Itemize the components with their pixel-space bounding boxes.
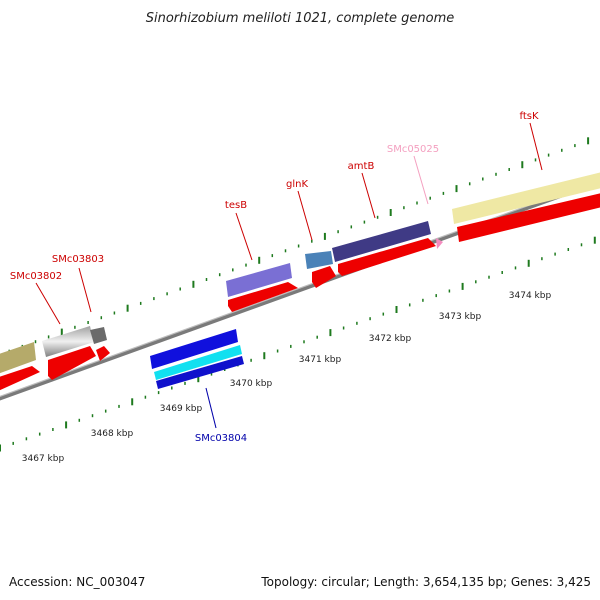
- label-smc03804[interactable]: SMc03804: [195, 433, 247, 444]
- genome-backbone-highlight: [0, 178, 600, 398]
- label-leaders: [35, 122, 543, 429]
- map-title: Sinorhizobium meliloti 1021, complete ge…: [146, 11, 455, 26]
- scale-labels: 3467 kbp 3468 kbp 3469 kbp 3470 kbp 3471…: [22, 291, 552, 464]
- scale-ticks-lower: [0, 236, 596, 452]
- scale-label-3470: 3470 kbp: [230, 379, 273, 389]
- label-amtb[interactable]: amtB: [348, 161, 375, 172]
- cds-ftsk[interactable]: [457, 191, 600, 242]
- forward-strand-features: [0, 170, 600, 392]
- gene-smc03804-lower[interactable]: [156, 356, 244, 389]
- gene-ftsk[interactable]: [452, 170, 600, 224]
- gene-smc03804[interactable]: [150, 329, 238, 369]
- cds-smc03802[interactable]: [48, 346, 96, 380]
- label-glnk[interactable]: glnK: [286, 179, 308, 190]
- gene-block-olive[interactable]: [0, 342, 36, 376]
- gene-tesb[interactable]: [226, 263, 292, 297]
- gene-amtb[interactable]: [332, 221, 431, 262]
- gene-glnk[interactable]: [305, 251, 333, 269]
- label-smc03803[interactable]: SMc03803: [52, 254, 104, 265]
- scale-label-3473: 3473 kbp: [439, 312, 482, 322]
- gene-smc03804-cyan[interactable]: [154, 345, 242, 380]
- scale-label-3472: 3472 kbp: [369, 334, 412, 344]
- cds-amtb[interactable]: [338, 238, 436, 276]
- scale-label-3471: 3471 kbp: [299, 355, 342, 365]
- gene-smc05025[interactable]: [436, 238, 443, 249]
- label-ftsk[interactable]: ftsK: [519, 111, 538, 122]
- genome-summary-text: Topology: circular; Length: 3,654,135 bp…: [260, 575, 591, 589]
- scale-label-3474: 3474 kbp: [509, 291, 552, 301]
- accession-text: Accession: NC_003047: [9, 575, 145, 589]
- cds-glnk[interactable]: [312, 266, 336, 288]
- label-tesb[interactable]: tesB: [225, 200, 247, 211]
- cds-smc03803[interactable]: [96, 346, 110, 361]
- scale-label-3467: 3467 kbp: [22, 454, 65, 464]
- scale-label-3468: 3468 kbp: [91, 429, 134, 439]
- gene-smc03803[interactable]: [90, 327, 107, 344]
- cds-red-left[interactable]: [0, 366, 40, 392]
- scale-label-3469: 3469 kbp: [160, 404, 203, 414]
- label-smc03802[interactable]: SMc03802: [10, 271, 62, 282]
- cds-tesb[interactable]: [228, 282, 298, 312]
- gene-smc03802[interactable]: [42, 326, 94, 357]
- reverse-strand-features: [150, 329, 244, 389]
- gene-labels: SMc03802 SMc03803 tesB glnK amtB SMc0502…: [10, 111, 539, 444]
- scale-ticks-upper: [8, 137, 590, 353]
- label-smc05025[interactable]: SMc05025: [387, 144, 439, 155]
